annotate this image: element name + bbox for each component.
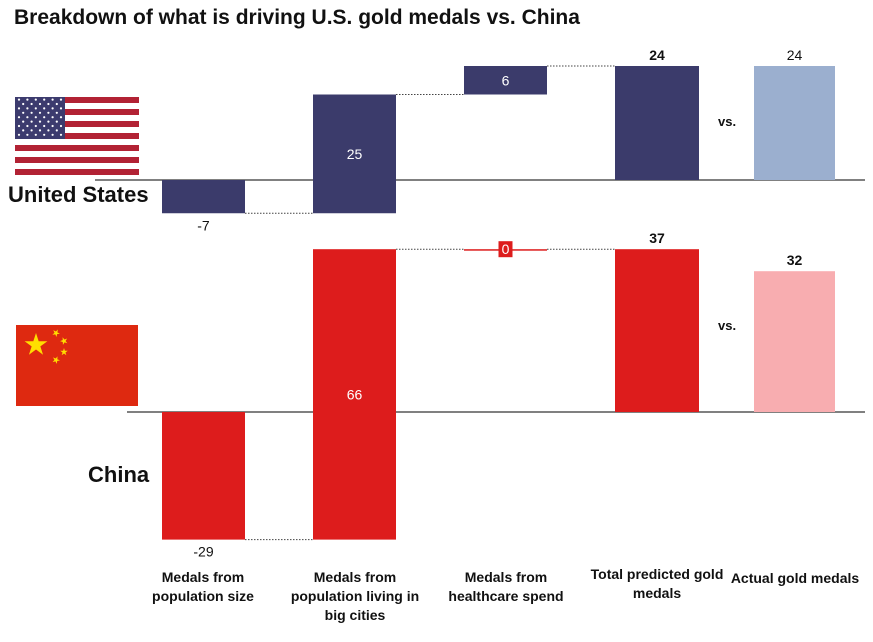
us-bar-5 <box>754 66 835 180</box>
us-data-label-4: 24 <box>649 47 665 63</box>
china-bar-2 <box>313 249 396 540</box>
category-label-total-predicted: Total predicted gold medals <box>590 566 724 601</box>
us-bar-3 <box>464 66 547 95</box>
china-data-label-5: 32 <box>787 252 803 268</box>
category-label-big-cities: Medals from population living in big cit… <box>290 569 420 623</box>
us-vs-label: vs. <box>718 114 737 129</box>
chart-title: Breakdown of what is driving U.S. gold m… <box>14 6 580 29</box>
us-country-label: United States <box>8 182 149 207</box>
china-vs-label: vs. <box>718 318 737 333</box>
china-flag-icon <box>16 325 138 406</box>
china-data-label-1: -29 <box>193 544 213 560</box>
us-flag-icon <box>15 97 139 175</box>
category-label-actual: Actual gold medals <box>730 570 860 586</box>
china-data-label-2: 66 <box>347 386 363 402</box>
china-bar-1 <box>162 412 245 540</box>
us-bar-4 <box>615 66 699 180</box>
china-bar-5 <box>754 271 835 412</box>
china-country-label: China <box>88 462 150 487</box>
china-data-label-4: 37 <box>649 230 665 246</box>
us-data-label-2: 25 <box>347 146 363 162</box>
us-data-label-5: 24 <box>787 47 803 63</box>
china-data-label-3: 0 <box>502 241 510 257</box>
category-label-population-size: Medals from population size <box>152 569 254 604</box>
china-bar-3-label-bg <box>498 241 513 258</box>
us-bar-2 <box>313 94 396 214</box>
us-bar-1 <box>162 180 245 214</box>
us-data-label-1: -7 <box>197 217 210 233</box>
us-data-label-3: 6 <box>502 72 510 88</box>
category-label-healthcare-spend: Medals from healthcare spend <box>448 569 564 604</box>
china-bar-4 <box>615 249 699 412</box>
